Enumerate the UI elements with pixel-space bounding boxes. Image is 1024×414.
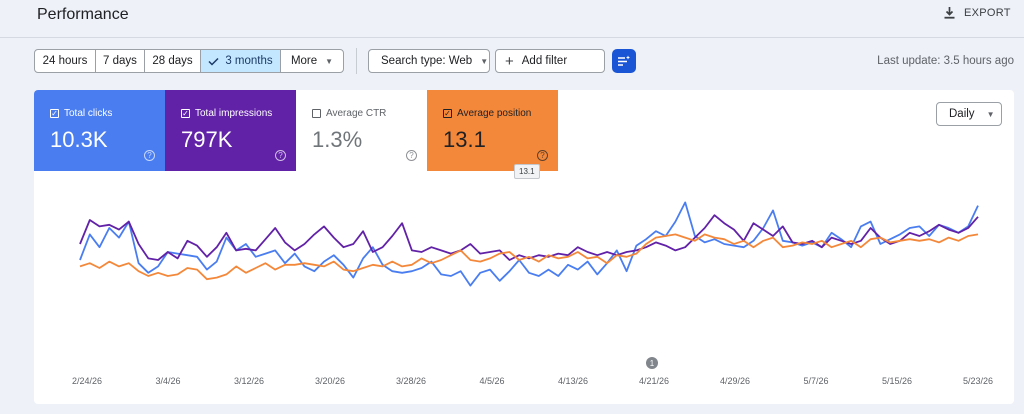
caret-down-icon: ▼ [986,109,995,119]
performance-card: ✓ Total clicks 10.3K ? ✓ Total impressions… [34,90,1014,404]
metric-value: 13.1 [443,127,486,152]
date-range-28d[interactable]: 28 days [145,50,201,72]
export-label: EXPORT [964,7,1011,19]
x-tick-label: 5/15/26 [882,376,912,386]
help-icon[interactable]: ? [406,150,417,161]
series-line-clicks [79,201,979,287]
x-tick-label: 4/13/26 [558,376,588,386]
granularity-select[interactable]: Daily ▼ [936,102,1002,126]
chart-lines [79,201,979,287]
x-tick-label: 5/7/26 [803,376,828,386]
x-axis-ticks: 2/24/26 3/4/26 3/12/26 3/20/26 3/28/26 4/5/26… [72,376,993,386]
export-button[interactable]: EXPORT [944,7,1011,19]
checkbox-checked-icon[interactable]: ✓ [50,108,59,118]
caret-down-icon: ▼ [325,56,334,66]
x-tick-label: 3/12/26 [234,376,264,386]
search-type-button[interactable]: Search type: Web ▼ [368,49,490,73]
x-tick-label: 3/4/26 [155,376,180,386]
plus-icon: + [505,52,514,70]
caret-down-icon: ▼ [480,56,489,66]
divider [356,48,357,74]
metric-label-row: ✓ Total impressions [181,108,272,119]
filter-sparkle-icon [618,55,630,66]
filter-settings-button[interactable] [612,49,636,73]
date-range-selector: 24 hours 7 days 28 days 3 months More ▼ [34,49,344,73]
header-bar: Performance EXPORT [0,0,1024,38]
annotation-marker[interactable]: 1 [646,357,658,369]
date-range-24h[interactable]: 24 hours [35,50,96,72]
metric-average-position[interactable]: ✓ Average position 13.1 ? [427,90,558,171]
checkbox-checked-icon[interactable]: ✓ [181,108,190,118]
x-tick-label: 5/23/26 [963,376,993,386]
add-filter-button[interactable]: + Add filter [495,49,605,73]
date-range-label: 24 hours [42,55,88,67]
metric-value: 1.3% [312,127,363,152]
metric-value: 10.3K [50,127,108,152]
metric-label: Average position [457,108,532,119]
x-tick-label: 4/29/26 [720,376,750,386]
metric-label-row: ✓ Average position [443,108,531,119]
x-tick-label: 3/20/26 [315,376,345,386]
metric-label: Average CTR [326,108,387,119]
annotation-circle [646,357,658,369]
metric-label: Total impressions [195,108,273,119]
x-tick-label: 4/21/26 [639,376,669,386]
checkbox-checked-icon[interactable]: ✓ [443,108,452,118]
x-tick-label: 4/5/26 [479,376,504,386]
date-range-label: 7 days [103,55,137,67]
metric-average-ctr[interactable]: Average CTR 1.3% ? [296,90,427,171]
date-range-more[interactable]: More ▼ [281,50,343,72]
help-icon[interactable]: ? [144,150,155,161]
performance-chart[interactable]: 1 2/24/26 3/4/26 3/12/26 3/20/26 3/28/26 4/5/… [34,90,1014,404]
date-range-label: 28 days [152,55,193,67]
search-type-label: Search type: Web [381,55,473,67]
metric-value: 797K [181,127,233,152]
filter-bar: 24 hours 7 days 28 days 3 months More ▼ … [34,48,636,74]
last-update-text: Last update: 3.5 hours ago [877,55,1014,67]
date-range-label: 3 months [225,55,273,67]
check-icon [208,57,219,66]
metric-label-row: ✓ Total clicks [50,108,112,119]
download-icon [944,7,955,19]
granularity-label: Daily [949,108,975,120]
help-icon[interactable]: ? [275,150,286,161]
x-tick-label: 3/28/26 [396,376,426,386]
annotation-number: 1 [650,359,655,368]
series-line-position [79,233,979,281]
x-tick-label: 2/24/26 [72,376,102,386]
tooltip: 13.1 [514,164,540,179]
metric-total-impressions[interactable]: ✓ Total impressions 797K ? [165,90,296,171]
date-range-label: More [290,55,318,67]
page-title: Performance [37,6,129,23]
date-range-7d[interactable]: 7 days [96,50,145,72]
add-filter-label: Add filter [521,55,568,67]
metric-label-row: Average CTR [312,108,386,119]
help-icon[interactable]: ? [537,150,548,161]
metric-total-clicks[interactable]: ✓ Total clicks 10.3K ? [34,90,165,171]
date-range-3m[interactable]: 3 months [201,50,281,72]
checkbox-unchecked-icon[interactable] [312,109,321,118]
series-line-impressions [79,214,979,261]
metric-label: Total clicks [64,108,113,119]
